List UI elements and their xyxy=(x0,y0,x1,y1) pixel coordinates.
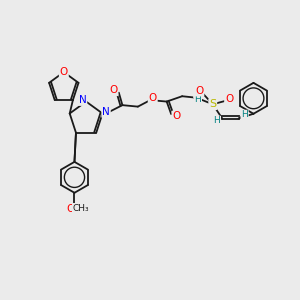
Text: O: O xyxy=(225,94,233,104)
Text: CH₃: CH₃ xyxy=(73,204,89,213)
Text: S: S xyxy=(209,99,216,109)
Text: O: O xyxy=(110,85,118,95)
Text: O: O xyxy=(195,85,203,96)
Text: O: O xyxy=(67,204,75,214)
Text: H: H xyxy=(241,110,248,119)
Text: N: N xyxy=(194,87,202,98)
Text: H: H xyxy=(214,116,220,125)
Text: O: O xyxy=(172,111,181,122)
Text: N: N xyxy=(79,95,86,105)
Text: H: H xyxy=(194,95,201,104)
Text: N: N xyxy=(102,107,110,117)
Text: O: O xyxy=(148,93,157,103)
Text: O: O xyxy=(60,67,68,77)
